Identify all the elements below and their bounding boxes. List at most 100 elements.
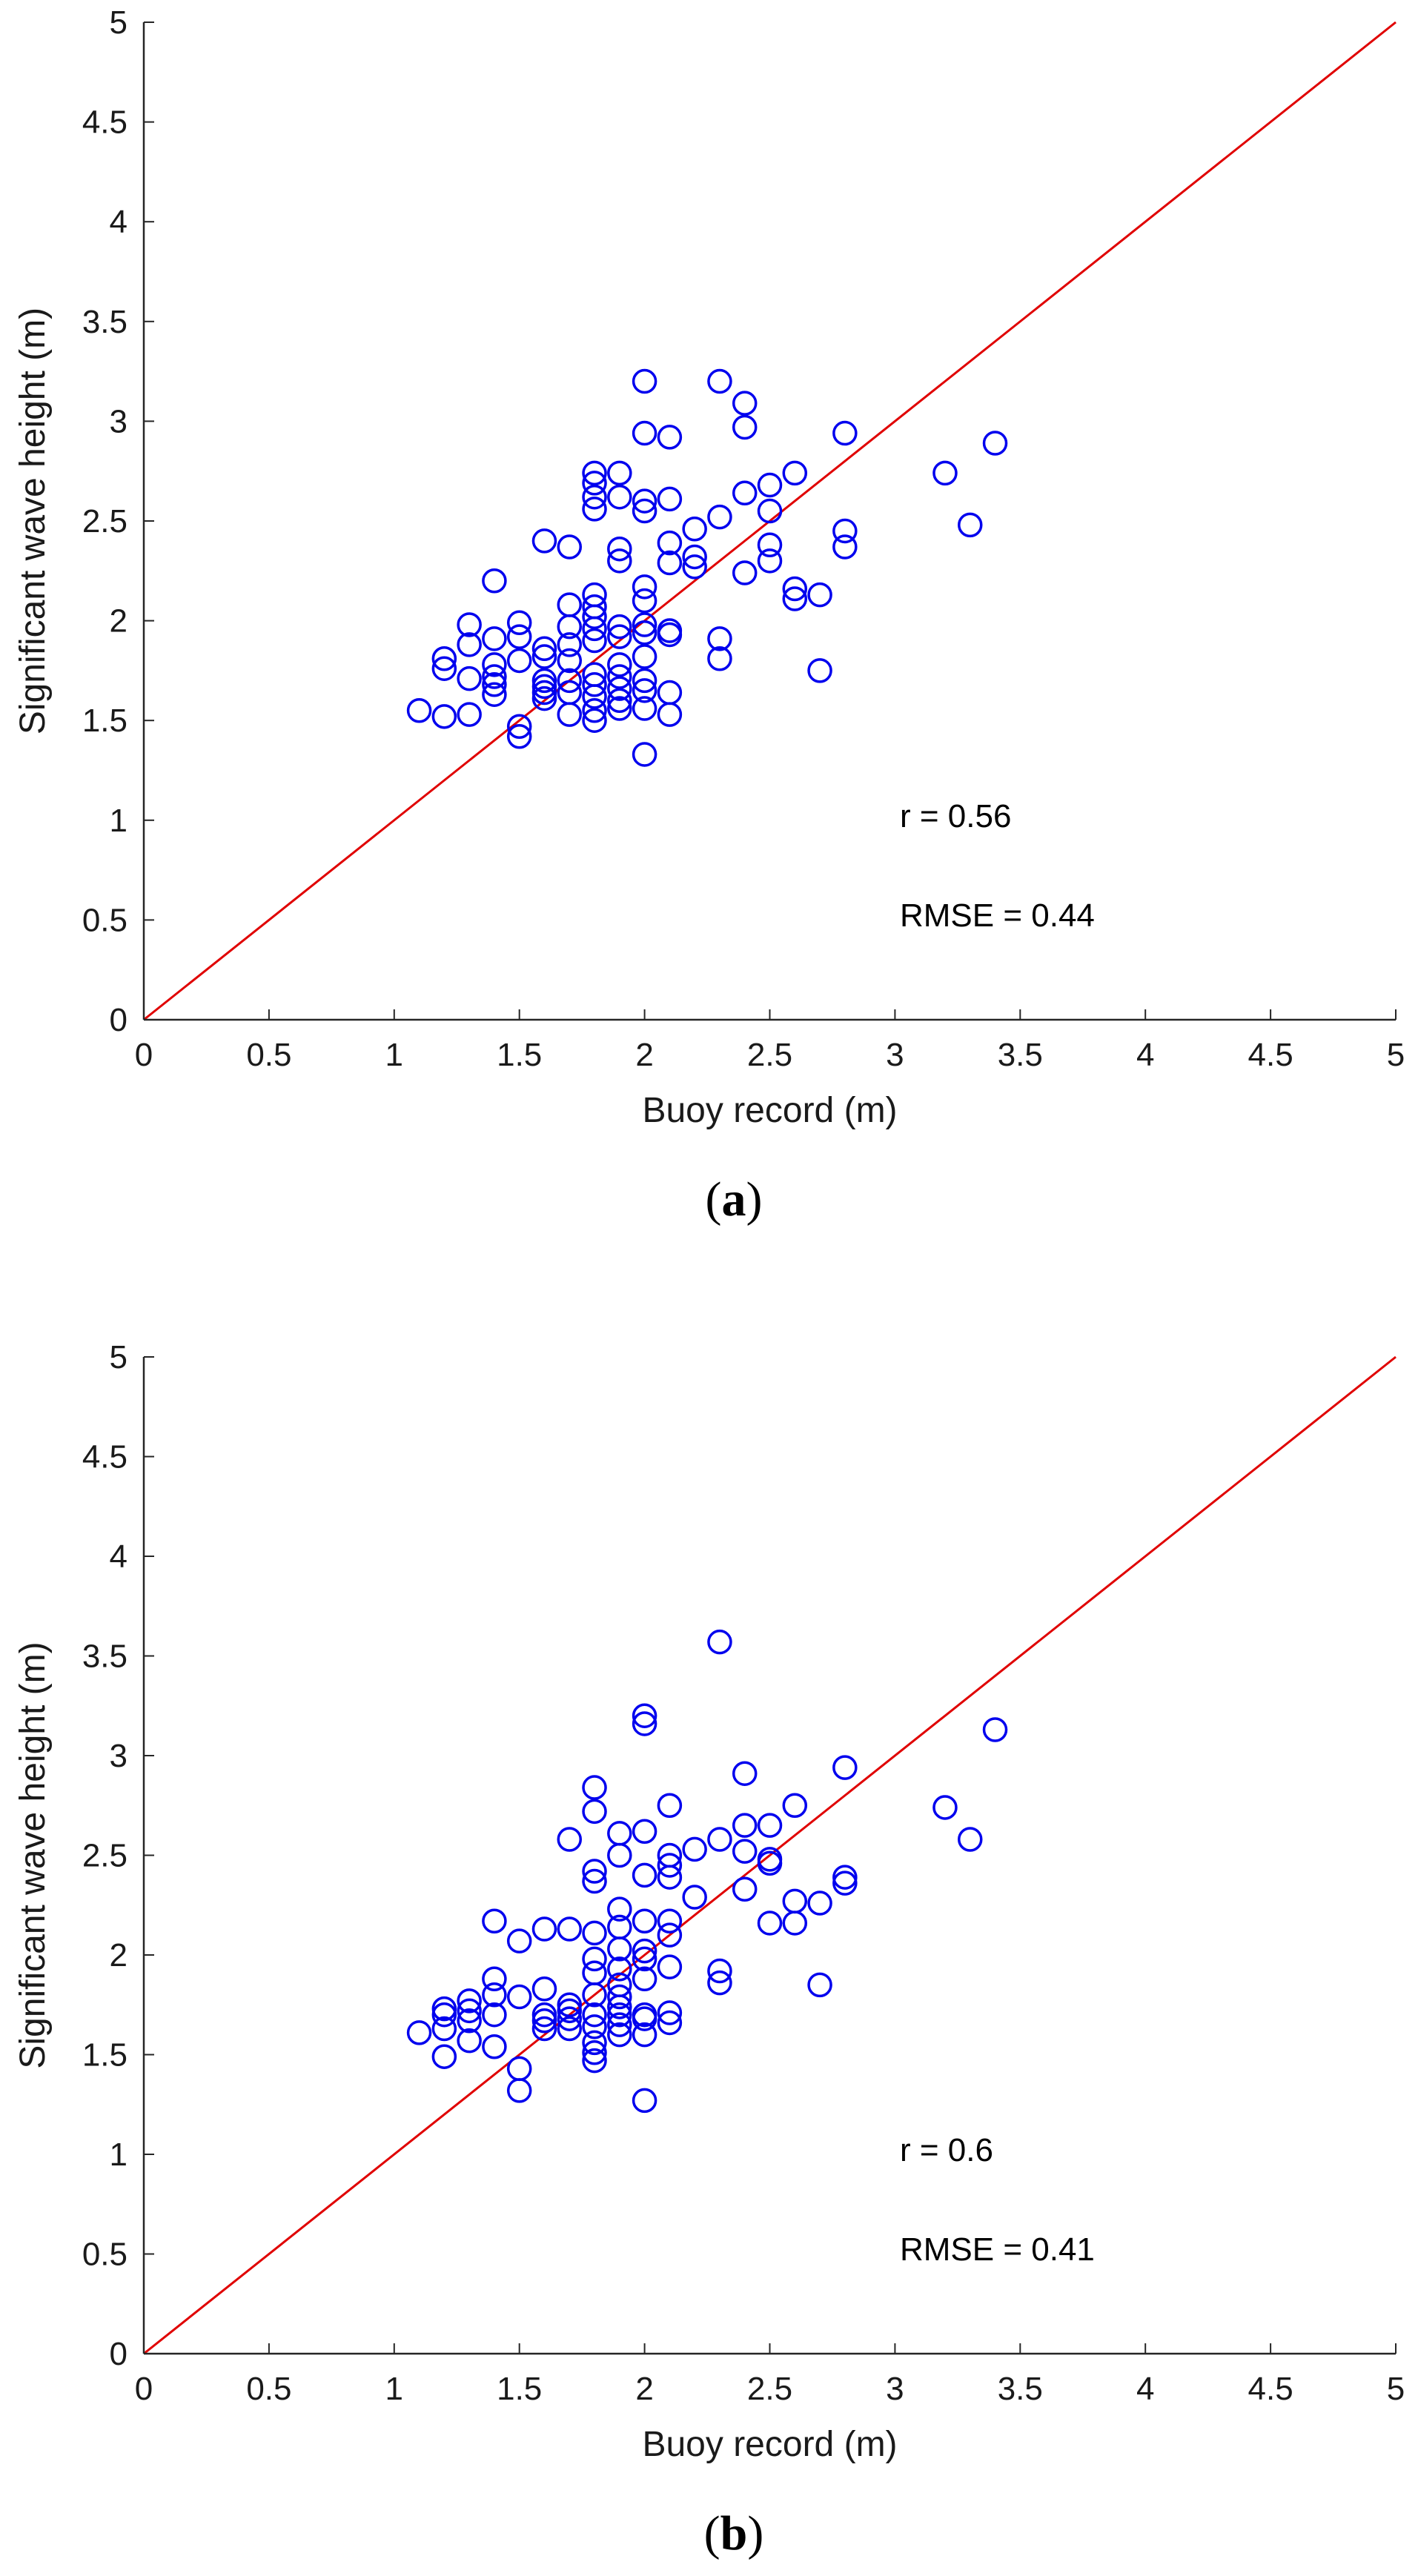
panel-b-data-point [632, 1862, 657, 1888]
panel-a-data-point [707, 645, 732, 671]
panel-b-caption-close: ) [747, 2506, 763, 2560]
panel-a-data-point [657, 680, 683, 706]
panel-b-x-axis-label: Buoy record (m) [642, 2425, 897, 2464]
panel-a-y-tick-labels: 0 0.5 1 1.5 2 2.5 3 3.5 4 4.5 5 [82, 4, 127, 1038]
panel-a-data-point [632, 696, 657, 721]
panel-a-data-point [757, 548, 783, 574]
panel-b-y-tick-label: 0 [110, 2336, 127, 2372]
panel-b-data-point [732, 1876, 758, 1902]
panel-a-x-tick-label: 3 [886, 1037, 904, 1073]
panel-b-data-point [557, 1827, 583, 1852]
panel-a-data-point [832, 518, 858, 544]
panel-b-rmse-annotation: RMSE = 0.41 [900, 2231, 1095, 2268]
panel-b-data-point [557, 2006, 583, 2031]
panel-a-data-point [582, 708, 607, 733]
panel-b-data-point [457, 2028, 482, 2054]
panel-a-data-point [632, 644, 657, 669]
panel-b-x-tick-labels: 0 0.5 1 1.5 2 2.5 3 3.5 4 4.5 5 [135, 2371, 1405, 2407]
panel-b-data-point [657, 1842, 683, 1868]
panel-b-data-point [732, 1813, 758, 1838]
panel-b-data-point [482, 1908, 507, 1934]
panel-b-data-point [957, 1827, 983, 1852]
panel-a-data-point [582, 594, 607, 620]
panel-b-data-point [782, 1911, 808, 1936]
panel-a-data-point [632, 742, 657, 767]
panel-b-data-point [632, 1966, 657, 1992]
panel-a-y-tick-label: 3.5 [82, 304, 127, 340]
panel-b-data-point [632, 2002, 657, 2028]
panel-b-data-point [431, 1996, 457, 2022]
panel-a-data-point [582, 662, 607, 688]
panel-a-data-point [682, 554, 707, 580]
panel-a-data-point [406, 697, 432, 723]
panel-a-data-point [632, 668, 657, 694]
panel-b-data-point [632, 1703, 657, 1728]
panel-b-data-point [482, 2034, 507, 2059]
panel-a-data-point [757, 498, 783, 524]
panel-a-data-point [531, 686, 557, 711]
panel-a-x-tick-label: 1 [385, 1037, 403, 1073]
panel-b-data-point [932, 1795, 958, 1820]
panel-a-data-point [607, 460, 632, 486]
panel-b-data-point [632, 2088, 657, 2114]
panel-a-data-point [657, 618, 683, 643]
panel-b-data-point [657, 1908, 683, 1934]
panel-b-x-tick-label: 5 [1387, 2371, 1405, 2407]
panel-b-data-point [657, 1853, 683, 1878]
panel-a-data-point [457, 702, 482, 727]
panel-b-y-tick-label: 5 [110, 1339, 127, 1375]
panel-a-data-point [557, 680, 583, 706]
panel-b-data-point [607, 1984, 632, 2010]
panel-b-data-point [531, 2002, 557, 2028]
panel-b-data-point [782, 1793, 808, 1818]
panel-b-data-point [457, 2008, 482, 2034]
panel-a-data-point [531, 680, 557, 706]
panel-a-data-point [557, 668, 583, 694]
panel-b-data-point [607, 2022, 632, 2048]
panel-b-data-point [582, 1946, 607, 1972]
panel-b-data-point [607, 2002, 632, 2028]
panel-b-data-point [582, 1920, 607, 1946]
panel-a-data-point [782, 460, 808, 486]
panel-b-data-point [531, 2016, 557, 2042]
panel-b-y-tick-label: 3 [110, 1738, 127, 1774]
panel-a-data-point [657, 530, 683, 556]
panel-a-data-point [531, 674, 557, 700]
panel-b-correlation-annotation: r = 0.6 [900, 2132, 993, 2168]
panel-b-data-point [607, 1842, 632, 1868]
panel-a-data-point [607, 652, 632, 677]
panel-a-data-point [482, 682, 507, 707]
panel-a-data-point [682, 544, 707, 570]
panel-b-data-point [582, 1859, 607, 1884]
panel-b-data-point [982, 1717, 1008, 1742]
panel-a-data-point [431, 656, 457, 681]
panel-a-data-point [632, 368, 657, 394]
panel-a-data-point [531, 528, 557, 554]
panel-b-data-point [632, 1711, 657, 1736]
panel-b-y-tick-label: 2 [110, 1937, 127, 1974]
panel-a-data-point [632, 588, 657, 614]
panel-a-data-point [607, 536, 632, 562]
panel-b-data-point [582, 1868, 607, 1894]
panel-a-data-point [607, 676, 632, 701]
panel-a-y-tick-label: 3 [110, 403, 127, 439]
panel-a-data-point [832, 534, 858, 560]
panel-b-data-point [531, 1976, 557, 2002]
panel-b-data-point [506, 1928, 532, 1953]
panel-b-data-point [632, 1946, 657, 1972]
panel-b-data-point [657, 2000, 683, 2025]
panel-b-data-point [707, 1958, 732, 1984]
panel-a-y-axis-label: Significant wave height (m) [13, 308, 53, 734]
panel-b-y-tick-label: 0.5 [82, 2237, 127, 2273]
panel-b-x-tick-label: 3 [886, 2371, 904, 2407]
panel-a-ticks [143, 21, 1397, 1020]
panel-b-data-point [757, 1813, 783, 1838]
panel-a-data-point [582, 671, 607, 697]
panel-a-data-point [732, 480, 758, 506]
panel-a-x-tick-label: 0.5 [246, 1037, 291, 1073]
panel-b-data-point [582, 1775, 607, 1800]
panel-a-data-point [607, 548, 632, 574]
panel-b-data-point [707, 1629, 732, 1655]
panel-b-data-point [557, 1998, 583, 2024]
